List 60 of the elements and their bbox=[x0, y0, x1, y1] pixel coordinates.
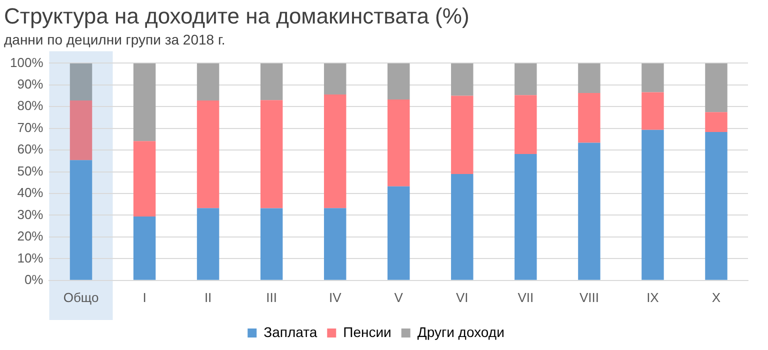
y-tick-label: 0% bbox=[24, 272, 44, 287]
bar bbox=[514, 154, 537, 280]
y-tick-label: 80% bbox=[17, 98, 44, 114]
x-tick-label: VIII bbox=[579, 290, 599, 305]
x-tick-label: IX bbox=[646, 290, 660, 305]
chart-title: Структура на доходите на домакинствата (%) bbox=[4, 3, 470, 28]
bar bbox=[260, 63, 283, 100]
legend-label: Пенсии bbox=[343, 324, 392, 340]
x-tick-label: IV bbox=[328, 290, 342, 305]
bar bbox=[196, 208, 220, 280]
x-tick-label: Общо bbox=[63, 290, 99, 305]
bar bbox=[578, 92, 600, 143]
bar bbox=[324, 63, 346, 94]
y-tick-label: 50% bbox=[17, 163, 44, 178]
x-tick-label: X bbox=[712, 290, 721, 305]
y-tick-label: 100% bbox=[10, 54, 44, 70]
bar bbox=[133, 141, 156, 217]
bar bbox=[388, 99, 410, 186]
bar bbox=[324, 208, 346, 280]
y-tick-label: 40% bbox=[17, 185, 44, 200]
bar bbox=[705, 132, 728, 280]
legend-label: Други доходи bbox=[417, 324, 504, 340]
bar bbox=[388, 63, 410, 100]
bar bbox=[260, 208, 283, 280]
x-tick-label: VI bbox=[456, 290, 468, 305]
bar bbox=[514, 63, 537, 96]
bar bbox=[260, 100, 283, 208]
x-tick-label: V bbox=[394, 290, 404, 305]
bar bbox=[642, 130, 664, 280]
bar bbox=[514, 95, 537, 154]
y-tick-label: 70% bbox=[17, 120, 44, 135]
x-tick-label: I bbox=[142, 290, 146, 305]
bar bbox=[388, 186, 410, 280]
bar bbox=[451, 96, 474, 174]
y-tick-label: 30% bbox=[17, 206, 44, 222]
bar bbox=[70, 160, 92, 280]
y-tick-label: 90% bbox=[17, 76, 44, 92]
bar bbox=[70, 100, 92, 160]
bar bbox=[642, 63, 664, 92]
bar bbox=[578, 63, 600, 93]
x-tick-label: III bbox=[266, 290, 277, 305]
x-tick-label: II bbox=[204, 290, 212, 305]
bar bbox=[196, 63, 220, 101]
bar bbox=[578, 142, 600, 280]
chart-subtitle: данни по децилни групи за 2018 г. bbox=[4, 32, 226, 48]
bar bbox=[133, 63, 156, 142]
bar bbox=[451, 174, 474, 280]
y-tick-label: 60% bbox=[17, 142, 44, 157]
x-tick-label: VII bbox=[518, 290, 534, 305]
bar bbox=[451, 63, 474, 96]
bar bbox=[642, 92, 664, 130]
bar bbox=[705, 63, 728, 112]
legend-label: Заплата bbox=[264, 324, 318, 340]
bar bbox=[705, 112, 728, 132]
bar bbox=[324, 94, 346, 208]
bar bbox=[70, 63, 92, 101]
bar bbox=[196, 100, 220, 208]
bar bbox=[133, 216, 156, 280]
y-tick-label: 10% bbox=[17, 250, 44, 266]
y-tick-label: 20% bbox=[17, 228, 44, 244]
